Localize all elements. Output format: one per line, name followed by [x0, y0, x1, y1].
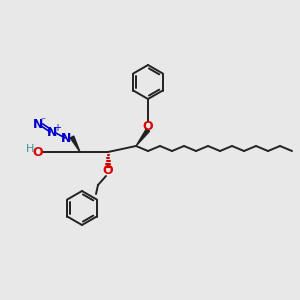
Text: O: O: [143, 119, 153, 133]
Text: ⁻: ⁻: [40, 116, 46, 126]
Text: N: N: [33, 118, 43, 130]
Polygon shape: [70, 136, 80, 152]
Text: O: O: [103, 164, 113, 178]
Text: H: H: [26, 144, 34, 154]
Text: +: +: [53, 123, 61, 133]
Text: N: N: [61, 131, 71, 145]
Polygon shape: [136, 129, 150, 146]
Text: O: O: [33, 146, 43, 158]
Text: N: N: [47, 125, 57, 139]
